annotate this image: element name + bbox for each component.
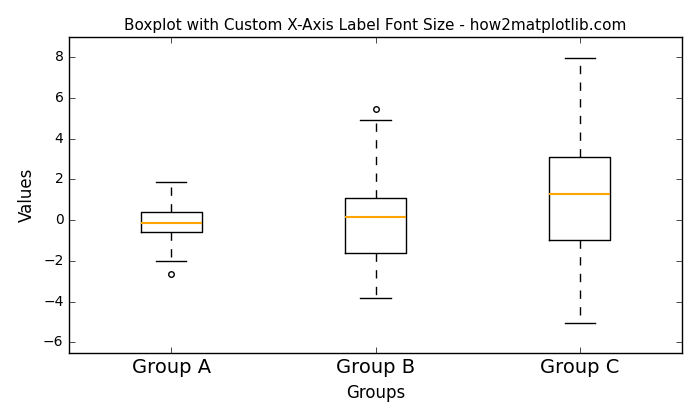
X-axis label: Groups: Groups: [346, 384, 405, 402]
Title: Boxplot with Custom X-Axis Label Font Size - how2matplotlib.com: Boxplot with Custom X-Axis Label Font Si…: [125, 18, 626, 33]
Y-axis label: Values: Values: [18, 168, 36, 222]
